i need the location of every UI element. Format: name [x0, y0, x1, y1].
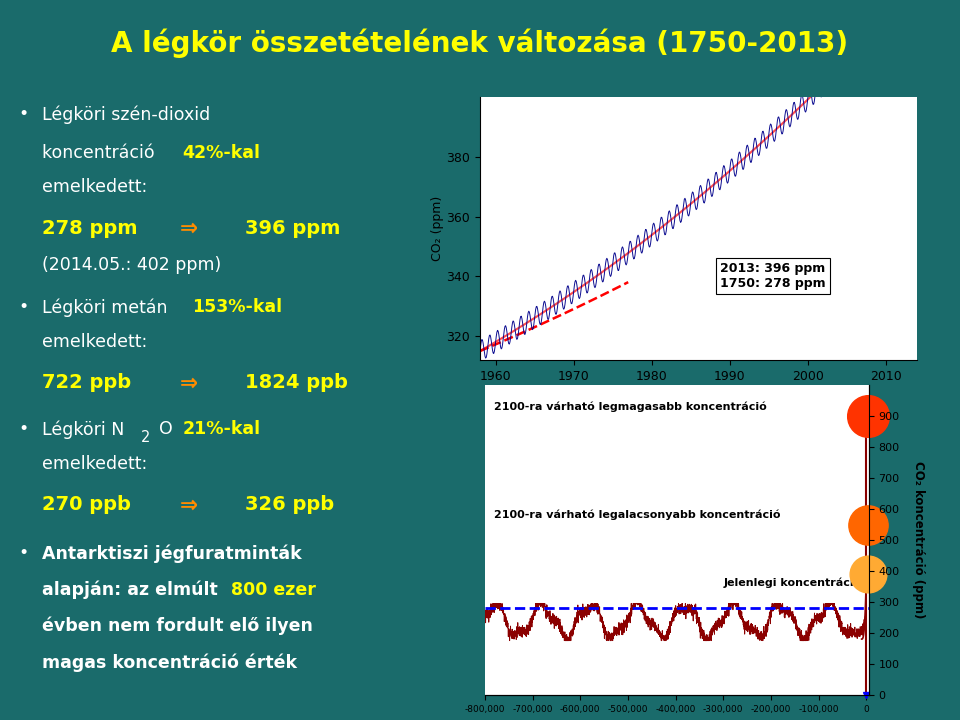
Text: •: •	[19, 544, 29, 562]
Text: 270 ppb: 270 ppb	[42, 495, 131, 514]
Text: 326 ppb: 326 ppb	[245, 495, 334, 514]
Text: 2: 2	[141, 430, 151, 445]
Text: emelkedett:: emelkedett:	[42, 333, 147, 351]
Text: •: •	[19, 105, 29, 123]
Text: (2014.05.: 402 ppm): (2014.05.: 402 ppm)	[42, 256, 221, 274]
Text: koncentráció: koncentráció	[42, 144, 160, 162]
Text: ⇒: ⇒	[180, 373, 198, 393]
Text: Jelenlegi koncentráció: Jelenlegi koncentráció	[723, 577, 861, 588]
Point	[860, 518, 876, 530]
Text: alapján: az elmúlt: alapján: az elmúlt	[42, 580, 224, 599]
Text: 278 ppm: 278 ppm	[42, 219, 137, 238]
Y-axis label: CO₂ koncentráció (ppm): CO₂ koncentráció (ppm)	[912, 462, 924, 618]
Text: ⇒: ⇒	[180, 495, 198, 516]
Text: emelkedett:: emelkedett:	[42, 455, 147, 473]
Text: 722 ppb: 722 ppb	[42, 373, 131, 392]
Text: ⇒: ⇒	[180, 219, 198, 239]
Text: Légköri szén-dioxid: Légköri szén-dioxid	[42, 105, 210, 124]
Text: A légkör összetételének változása (1750-2013): A légkör összetételének változása (1750-…	[111, 29, 849, 58]
Point	[860, 568, 876, 580]
Text: 42%-kal: 42%-kal	[182, 144, 260, 162]
Text: 396 ppm: 396 ppm	[245, 219, 340, 238]
Y-axis label: CO₂ (ppm): CO₂ (ppm)	[431, 196, 444, 261]
Text: évben nem fordult elő ilyen: évben nem fordult elő ilyen	[42, 617, 313, 636]
Text: 2100-ra várható legalacsonyabb koncentráció: 2100-ra várható legalacsonyabb koncentrá…	[494, 509, 780, 520]
Text: Antarktiszi jégfuratminták: Antarktiszi jégfuratminták	[42, 544, 301, 563]
Text: emelkedett:: emelkedett:	[42, 179, 147, 197]
Text: magas koncentráció érték: magas koncentráció érték	[42, 653, 297, 672]
Text: •: •	[19, 420, 29, 438]
Text: 800 ezer: 800 ezer	[230, 580, 316, 598]
Text: O: O	[159, 420, 179, 438]
Text: •: •	[19, 298, 29, 316]
Text: 21%-kal: 21%-kal	[182, 420, 260, 438]
Text: Légköri N: Légköri N	[42, 420, 124, 438]
Text: 1824 ppb: 1824 ppb	[245, 373, 348, 392]
Point	[860, 410, 876, 422]
Text: 153%-kal: 153%-kal	[192, 298, 281, 316]
Text: 2100-ra várható legmagasabb koncentráció: 2100-ra várható legmagasabb koncentráció	[494, 401, 767, 412]
Text: 2013: 396 ppm
1750: 278 ppm: 2013: 396 ppm 1750: 278 ppm	[720, 262, 826, 290]
Text: Légköri metán: Légköri metán	[42, 298, 173, 317]
